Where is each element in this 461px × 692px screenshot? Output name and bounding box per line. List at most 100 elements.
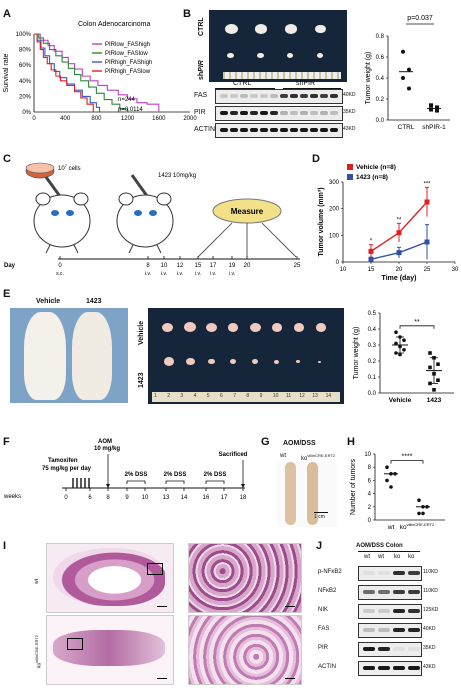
tumor-vehicle bbox=[316, 323, 326, 332]
tumor-vehicle bbox=[162, 322, 173, 332]
band bbox=[363, 571, 375, 575]
data-point bbox=[436, 378, 440, 382]
band bbox=[290, 94, 298, 98]
band bbox=[250, 94, 258, 98]
week-tick-label: 6 bbox=[88, 495, 92, 501]
data-point bbox=[421, 505, 425, 509]
sig-marker: ** bbox=[397, 217, 402, 223]
band bbox=[330, 111, 338, 115]
data-point bbox=[417, 498, 421, 502]
histo-ko-low bbox=[46, 615, 174, 685]
drug-label: 1423 10mg/kg bbox=[158, 173, 196, 179]
km-curve-PIRlow_FASlow bbox=[34, 33, 129, 112]
band bbox=[290, 128, 298, 132]
week-tick-label: 14 bbox=[181, 495, 188, 501]
x-tick-label: CTRL bbox=[398, 124, 415, 131]
wb-row-label: p-NFκB2 bbox=[318, 569, 342, 575]
blot-row bbox=[358, 661, 422, 676]
km-curve-PIRhigh_FASlow bbox=[34, 33, 94, 112]
legend-swatch bbox=[347, 164, 353, 170]
route-label: i.v. bbox=[177, 271, 183, 277]
y-axis-label: Tumor weight (g) bbox=[365, 52, 372, 105]
zoom-box bbox=[67, 638, 83, 650]
tumor-shpir bbox=[227, 52, 234, 59]
band bbox=[230, 94, 238, 98]
blot-row bbox=[358, 642, 422, 657]
y-tick-label: 60% bbox=[19, 63, 32, 69]
x-tick-label: 10 bbox=[340, 267, 347, 273]
band bbox=[378, 628, 390, 632]
band bbox=[363, 666, 375, 670]
group-shpir-line bbox=[283, 88, 341, 89]
sig-marker: **** bbox=[402, 454, 413, 461]
band bbox=[310, 111, 318, 115]
g-title: AOM/DSS bbox=[283, 440, 316, 447]
panel-label-f: F bbox=[3, 436, 10, 448]
band bbox=[378, 590, 390, 594]
tumor-vehicle bbox=[184, 322, 196, 333]
y-axis-label: Survival rate bbox=[3, 53, 10, 92]
x-tick-label: 800 bbox=[91, 116, 102, 122]
tumor-ctrl bbox=[285, 24, 297, 34]
tumor-1423 bbox=[296, 360, 300, 364]
ruler-number: 1 bbox=[154, 393, 157, 399]
dss-bracket bbox=[205, 480, 225, 484]
band bbox=[363, 590, 375, 594]
mouse-icon bbox=[33, 192, 91, 254]
wb-label-pir: PIR bbox=[194, 109, 206, 116]
legend-entry: PIRhigh_FASlow bbox=[105, 69, 151, 75]
data-point bbox=[428, 351, 432, 355]
band bbox=[363, 609, 375, 613]
blot-row bbox=[358, 585, 422, 600]
y-tick-label: 0.0 bbox=[376, 118, 385, 124]
blot-pir bbox=[215, 106, 343, 121]
y-tick-label: 0.0 bbox=[368, 391, 377, 397]
y-tick-label: 0.4 bbox=[376, 76, 385, 82]
ruler-number: 3 bbox=[180, 393, 184, 399]
sig-marker: * bbox=[370, 239, 373, 245]
y-tick-label: 6 bbox=[368, 478, 372, 484]
y-tick-label: 0.5 bbox=[368, 311, 377, 317]
x-tick-label: 2000 bbox=[183, 116, 197, 122]
data-point bbox=[407, 67, 411, 72]
band bbox=[300, 94, 308, 98]
data-point bbox=[396, 250, 402, 256]
mice-photo bbox=[10, 308, 128, 403]
tumor-1423 bbox=[164, 357, 174, 366]
legend-entry: PIRlow_FAShigh bbox=[105, 42, 150, 48]
route-label: i.v. bbox=[229, 271, 235, 277]
tumor-vehicle bbox=[272, 323, 282, 332]
lane-label: wt bbox=[378, 554, 384, 560]
y-axis-label: Tumor weight (g) bbox=[353, 327, 360, 380]
petri-dish-icon bbox=[25, 162, 55, 179]
stat-n: n=244 bbox=[118, 97, 136, 103]
tumor-count-chart: 0 2 4 6 8 10 Number of tumors wt kovillinCRE-ERT… bbox=[350, 452, 445, 531]
wb-row-label: ACTIN bbox=[318, 664, 336, 670]
band bbox=[363, 628, 375, 632]
band bbox=[230, 111, 238, 115]
ruler-number: 9 bbox=[259, 393, 263, 399]
band bbox=[310, 94, 318, 98]
data-point bbox=[436, 362, 440, 366]
y-tick-label: 0.2 bbox=[368, 359, 377, 365]
data-point bbox=[389, 485, 393, 489]
band bbox=[363, 647, 375, 651]
lane-label: ko bbox=[408, 554, 415, 560]
day-tick-label: 8 bbox=[146, 263, 150, 269]
route-label: s.c. bbox=[56, 271, 64, 277]
band bbox=[290, 111, 298, 115]
legend-swatch bbox=[347, 174, 353, 180]
y-tick-label: 0 bbox=[336, 260, 340, 266]
band bbox=[250, 128, 258, 132]
data-point bbox=[421, 511, 425, 516]
kd-pir: 35KD bbox=[343, 109, 356, 115]
ruler-e: 1 2 3 4 5 6 7 8 9 10 11 12 13 14 bbox=[152, 392, 340, 402]
i-label-ko: kovillinCRE-ERT2 bbox=[34, 635, 43, 668]
label-shpir-row: shPIR bbox=[198, 60, 205, 80]
band bbox=[300, 128, 308, 132]
ruler-number: 11 bbox=[286, 393, 292, 399]
y-tick-label: 0.2 bbox=[376, 97, 385, 103]
blot-actin bbox=[215, 123, 343, 138]
data-point bbox=[385, 465, 389, 469]
kd-actin: 43KD bbox=[343, 126, 356, 132]
